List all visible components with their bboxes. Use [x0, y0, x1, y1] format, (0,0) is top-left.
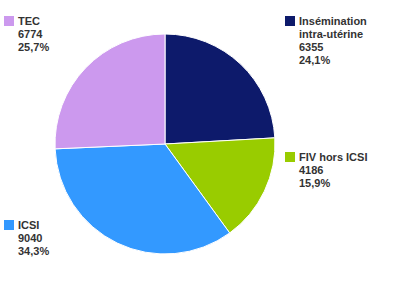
percentage-label: 15,9% [299, 177, 330, 189]
count-label: 9040 [18, 232, 42, 244]
percentage-label: 25,7% [18, 41, 49, 53]
category-label-line: Insémination [299, 15, 367, 27]
count-label: 6355 [299, 41, 323, 53]
pie-slice [165, 34, 275, 144]
slice-label: TEC677425,7% [4, 15, 49, 53]
category-label-line: FIV hors ICSI [299, 151, 367, 163]
legend-swatch [4, 220, 14, 230]
slice-label: Inséminationintra-utérine635524,1% [285, 15, 367, 66]
slice-label: ICSI904034,3% [4, 219, 49, 257]
category-label-line: TEC [18, 15, 40, 27]
category-label-line: ICSI [18, 219, 39, 231]
chart: Inséminationintra-utérine635524,1% FIV ho… [0, 0, 408, 288]
legend-swatch [285, 16, 295, 26]
legend-swatch [285, 152, 295, 162]
pie-slice [55, 144, 230, 254]
category-label-line: intra-utérine [299, 28, 363, 40]
category-label: TEC [18, 15, 40, 27]
pie [55, 34, 275, 254]
slice-label: FIV hors ICSI418615,9% [285, 151, 367, 189]
percentage-label: 34,3% [18, 245, 49, 257]
percentage-label: 24,1% [299, 54, 330, 66]
category-label: FIV hors ICSI [299, 151, 367, 163]
category-label: Inséminationintra-utérine [299, 15, 367, 40]
pie-slice [55, 34, 165, 149]
count-label: 4186 [299, 164, 323, 176]
legend-swatch [4, 16, 14, 26]
category-label: ICSI [18, 219, 39, 231]
count-label: 6774 [18, 28, 43, 40]
